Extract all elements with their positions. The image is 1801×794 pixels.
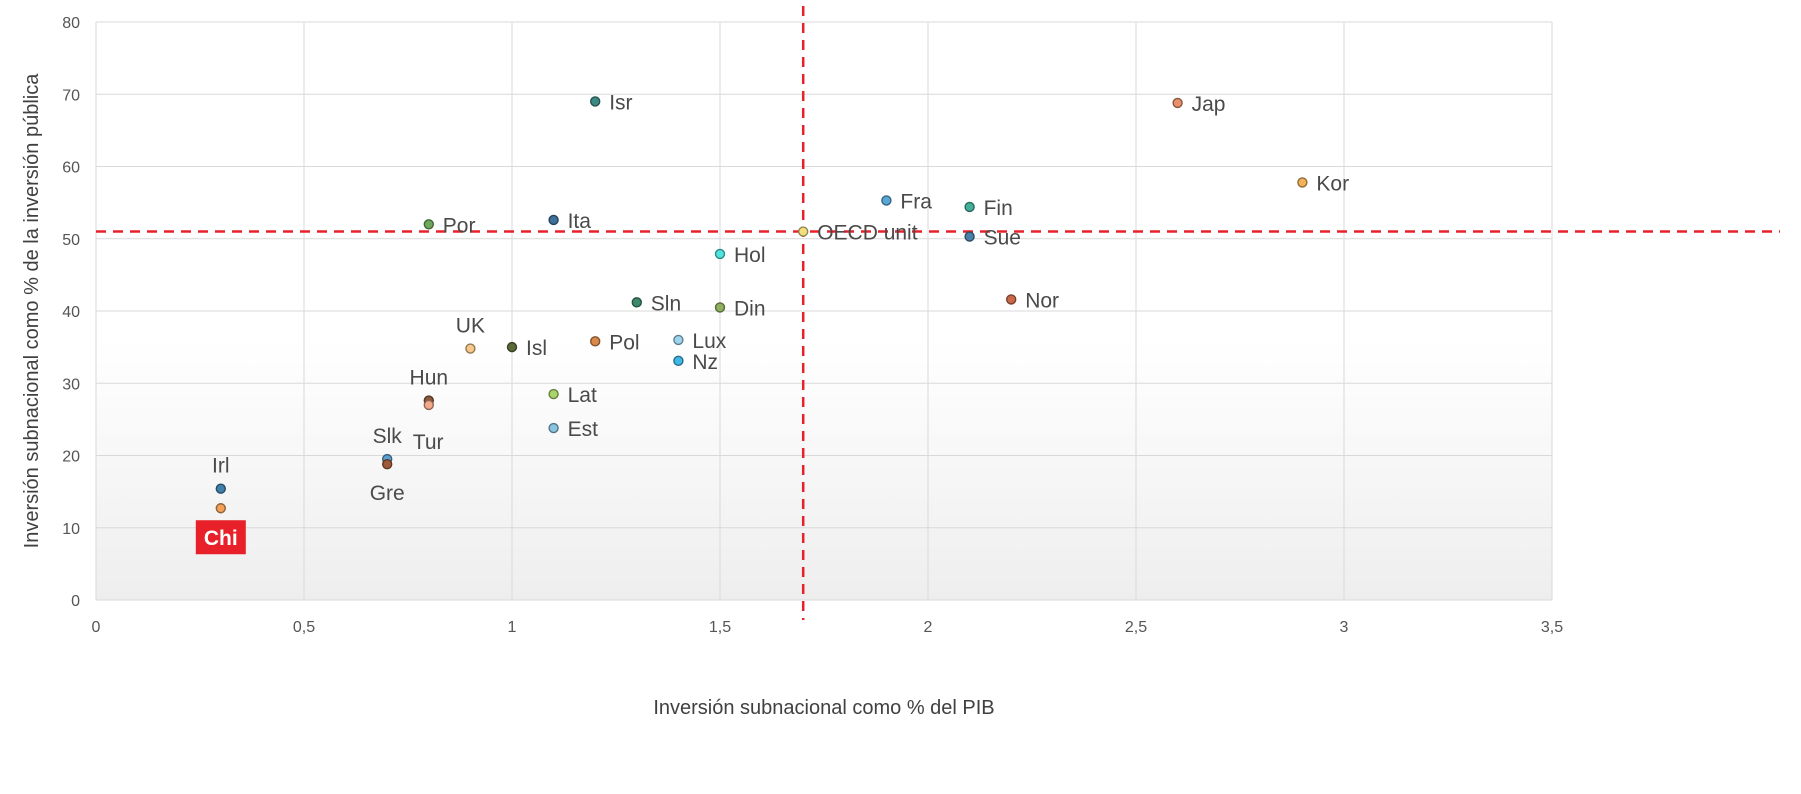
data-point-tur (423, 399, 434, 411)
data-points (215, 96, 1308, 514)
y-tick-label: 10 (62, 521, 80, 538)
data-point-isl (506, 341, 518, 353)
point-label-oecd-unit: OECD unit (817, 222, 918, 245)
data-point-oecd-unit (798, 226, 809, 237)
point-label-sue: Sue (984, 227, 1021, 250)
point-label-chi: Chi (204, 527, 238, 550)
data-point-ita (548, 214, 559, 226)
y-tick-label: 80 (62, 15, 80, 32)
data-point-irl (215, 483, 227, 494)
x-tick-label: 2 (924, 619, 933, 636)
data-point-chi (215, 503, 227, 514)
point-label-lux: Lux (692, 330, 726, 353)
data-point-din (714, 302, 726, 313)
data-point-por (423, 219, 434, 230)
data-point-fin (964, 201, 975, 213)
highlight-label-box (195, 520, 246, 555)
point-label-uk: UK (456, 315, 485, 338)
point-label-tur: Tur (413, 431, 444, 454)
x-tick-label: 0,5 (293, 619, 315, 636)
data-point-isr (590, 96, 601, 107)
x-tick-label: 1 (508, 619, 517, 636)
x-tick-label: 3,5 (1541, 619, 1563, 636)
data-point-sln (631, 297, 642, 308)
y-tick-label: 30 (62, 376, 80, 393)
point-label-sln: Sln (651, 292, 681, 315)
data-point-lat (548, 388, 559, 400)
point-label-ita: Ita (568, 210, 592, 233)
data-point-est (548, 422, 559, 434)
y-tick-label: 70 (62, 87, 80, 104)
point-label-fra: Fra (900, 190, 932, 213)
data-point-hol (714, 248, 726, 260)
data-point-nor (1006, 294, 1017, 305)
point-label-isl: Isl (526, 337, 547, 360)
data-point-fra (881, 195, 892, 206)
data-point-lux (673, 334, 684, 346)
x-axis-title: Inversión subnacional como % del PIB (653, 697, 994, 719)
y-tick-label: 20 (62, 449, 80, 466)
data-point-jap (1172, 97, 1183, 109)
data-point-uk (465, 343, 476, 354)
tick-labels: 0 10 20 30 40 50 60 70 80 0 0,5 1 1,5 2 2,5 3 3,5 (62, 15, 1563, 636)
point-label-por: Por (443, 214, 476, 237)
point-labels: Isr Jap Kor Fra Fin Ita Por OECD unit Sue Hol Nor S… (195, 91, 1349, 555)
point-label-pol: Pol (609, 331, 639, 354)
point-label-kor: Kor (1316, 172, 1349, 195)
point-label-isr: Isr (609, 91, 632, 114)
point-label-jap: Jap (1192, 93, 1226, 116)
y-tick-label: 0 (71, 593, 80, 610)
y-tick-label: 50 (62, 232, 80, 249)
reference-lines (96, 6, 1780, 620)
data-point-pol (590, 336, 601, 347)
x-tick-label: 0 (92, 619, 101, 636)
data-point-kor (1297, 177, 1308, 188)
y-tick-label: 60 (62, 160, 80, 177)
point-label-nor: Nor (1025, 289, 1059, 312)
data-point-nz (673, 355, 684, 367)
data-point-gre (382, 458, 393, 470)
point-label-hol: Hol (734, 244, 766, 267)
point-label-din: Din (734, 297, 766, 320)
x-tick-label: 2,5 (1125, 619, 1147, 636)
y-tick-label: 40 (62, 304, 80, 321)
point-label-est: Est (568, 418, 599, 441)
x-tick-label: 1,5 (709, 619, 731, 636)
point-label-gre: Gre (370, 482, 405, 505)
point-label-slk: Slk (373, 425, 403, 448)
point-label-irl: Irl (212, 455, 230, 478)
point-label-lat: Lat (568, 384, 597, 407)
x-tick-label: 3 (1340, 619, 1349, 636)
data-point-sue (964, 231, 975, 242)
y-axis-title: Inversión subnacional como % de la inver… (21, 73, 43, 549)
gridlines (95, 21, 1553, 601)
point-label-fin: Fin (984, 197, 1013, 220)
point-label-nz: Nz (692, 351, 718, 374)
point-label-hun: Hun (410, 367, 449, 390)
